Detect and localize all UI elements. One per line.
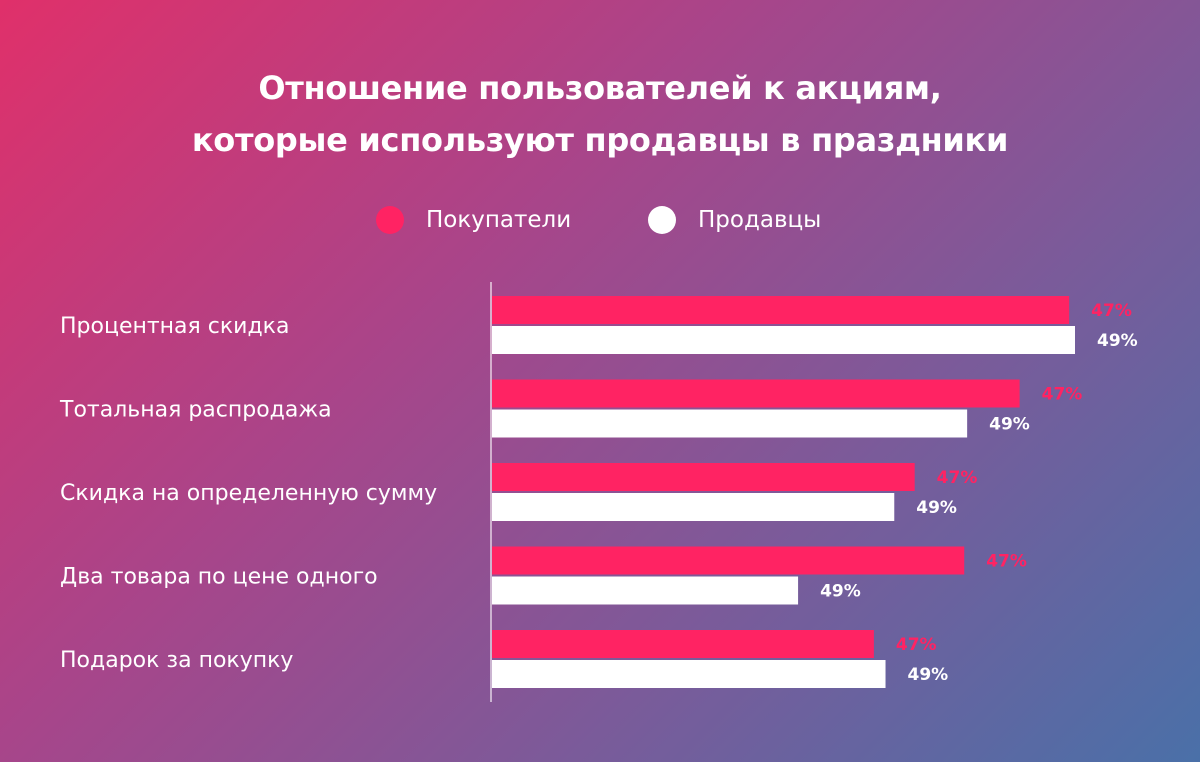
bar-buyers [492,296,1070,324]
chart-title-line-2: которые используют продавцы в праздники [191,121,1009,159]
legend-dot-sellers [648,206,676,234]
bar-buyers [492,379,1020,408]
bar-sellers [492,493,895,521]
data-label-buyers: 47% [986,552,1027,572]
bar-buyers [492,463,915,491]
chart-legend: Покупатели Продавцы [0,198,1200,242]
data-label-buyers: 47% [1042,385,1083,405]
bar-buyers [492,630,874,658]
legend-label-sellers: Продавцы [698,207,822,233]
data-label-buyers: 47% [896,635,937,655]
bar-sellers [492,409,968,438]
bar-sellers [492,660,886,688]
category-label: Два товара по цене одного [60,565,378,590]
bar-sellers [492,326,1075,354]
category-label: Тотальная распродажа [59,398,332,423]
chart-title: Отношение пользователей к акциям, которы… [0,62,1200,166]
data-label-sellers: 49% [916,498,957,518]
bar-sellers [492,576,799,605]
legend-item-sellers: Продавцы [648,198,821,242]
data-label-buyers: 47% [1091,301,1132,321]
category-label: Скидка на определенную сумму [60,481,437,506]
data-label-sellers: 49% [908,665,949,685]
bar-buyers [492,546,965,575]
legend-item-buyers: Покупатели [376,198,571,242]
legend-dot-buyers [376,206,404,234]
legend-label-buyers: Покупатели [426,207,572,233]
data-label-sellers: 49% [989,415,1030,435]
data-label-sellers: 49% [820,582,861,602]
category-label: Подарок за покупку [60,648,293,673]
data-label-buyers: 47% [937,468,978,488]
category-label: Процентная скидка [60,314,289,339]
chart-title-line-1: Отношение пользователей к акциям, [258,69,942,107]
data-label-sellers: 49% [1097,331,1138,351]
